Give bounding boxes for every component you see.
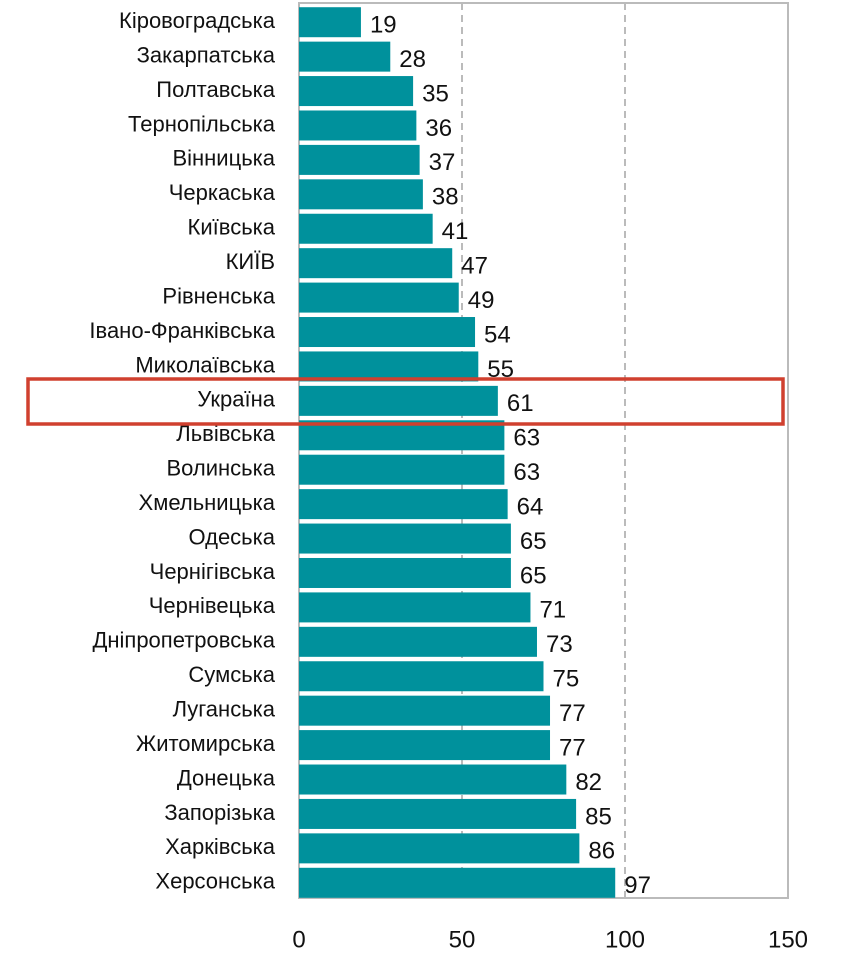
bar — [299, 557, 511, 588]
y-tick-label: Запорізька — [164, 800, 275, 825]
bar — [299, 110, 417, 141]
y-tick-label: Хмельницька — [139, 490, 276, 515]
y-tick-label: Вінницька — [172, 146, 275, 171]
y-tick-label: Кіровоградська — [119, 8, 276, 33]
bar — [299, 282, 459, 313]
y-tick-label: Черкаська — [169, 180, 276, 205]
bar — [299, 695, 551, 726]
bar — [299, 867, 616, 898]
y-tick-label: Івано-Франківська — [89, 318, 275, 343]
y-tick-label: Полтавська — [156, 77, 275, 102]
y-tick-label: Миколаївська — [135, 352, 275, 377]
y-tick-label: Рівненська — [162, 283, 275, 308]
y-tick-label: Закарпатська — [137, 42, 276, 67]
y-tick-label: Херсонська — [155, 869, 275, 894]
value-label: 61 — [507, 390, 534, 417]
value-label: 41 — [442, 218, 469, 245]
y-tick-label: Донецька — [177, 765, 276, 790]
bar — [299, 489, 508, 520]
value-label: 19 — [370, 12, 397, 39]
bar — [299, 76, 414, 107]
value-label: 82 — [575, 769, 602, 796]
value-label: 28 — [399, 46, 426, 73]
value-label: 63 — [513, 425, 540, 452]
bar — [299, 144, 420, 175]
y-tick-label: Волинська — [166, 456, 275, 481]
bar — [299, 592, 531, 623]
value-label: 65 — [520, 528, 547, 555]
plot-frame — [298, 2, 789, 899]
bar — [299, 523, 511, 554]
value-label: 73 — [546, 631, 573, 658]
value-label: 85 — [585, 803, 612, 830]
y-tick-label: Чернівецька — [149, 593, 276, 618]
y-tick-label: КИЇВ — [226, 249, 275, 274]
bar — [299, 41, 391, 72]
bar — [299, 213, 433, 244]
bar — [299, 454, 505, 485]
y-tick-label: Чернігівська — [150, 559, 276, 584]
value-label: 37 — [429, 149, 456, 176]
value-label: 97 — [624, 872, 651, 899]
bar — [299, 351, 479, 382]
value-label: 86 — [588, 838, 615, 865]
value-label: 75 — [553, 666, 580, 693]
y-tick-label: Харківська — [165, 834, 276, 859]
value-label: 47 — [461, 253, 488, 280]
value-label: 77 — [559, 734, 586, 761]
x-tick-label: 0 — [292, 926, 305, 953]
y-tick-label: Україна — [197, 387, 275, 412]
y-tick-label: Тернопільська — [128, 111, 276, 136]
value-label: 54 — [484, 321, 511, 348]
x-tick-label: 50 — [449, 926, 476, 953]
value-label: 35 — [422, 80, 449, 107]
bar — [299, 833, 580, 864]
y-tick-label: Одеська — [188, 524, 275, 549]
x-tick-label: 150 — [768, 926, 808, 953]
bar — [299, 798, 577, 829]
value-label: 38 — [432, 184, 459, 211]
y-tick-label: Київська — [188, 215, 276, 240]
bar — [299, 661, 544, 692]
bar — [299, 317, 476, 348]
value-label: 64 — [517, 493, 544, 520]
bar — [299, 626, 537, 657]
bar — [299, 730, 551, 761]
highlight-box — [26, 377, 785, 426]
value-label: 63 — [513, 459, 540, 486]
y-tick-label: Дніпропетровська — [92, 628, 275, 653]
bar — [299, 764, 567, 795]
value-label: 77 — [559, 700, 586, 727]
y-tick-label: Сумська — [188, 662, 275, 687]
y-tick-label: Луганська — [173, 696, 276, 721]
x-tick-label: 100 — [605, 926, 645, 953]
value-label: 65 — [520, 562, 547, 589]
y-tick-label: Житомирська — [136, 731, 276, 756]
bar — [299, 248, 453, 279]
bar — [299, 385, 498, 416]
value-label: 71 — [539, 597, 566, 624]
value-label: 36 — [425, 115, 452, 142]
bar — [299, 7, 361, 38]
value-label: 49 — [468, 287, 495, 314]
bar — [299, 179, 423, 210]
